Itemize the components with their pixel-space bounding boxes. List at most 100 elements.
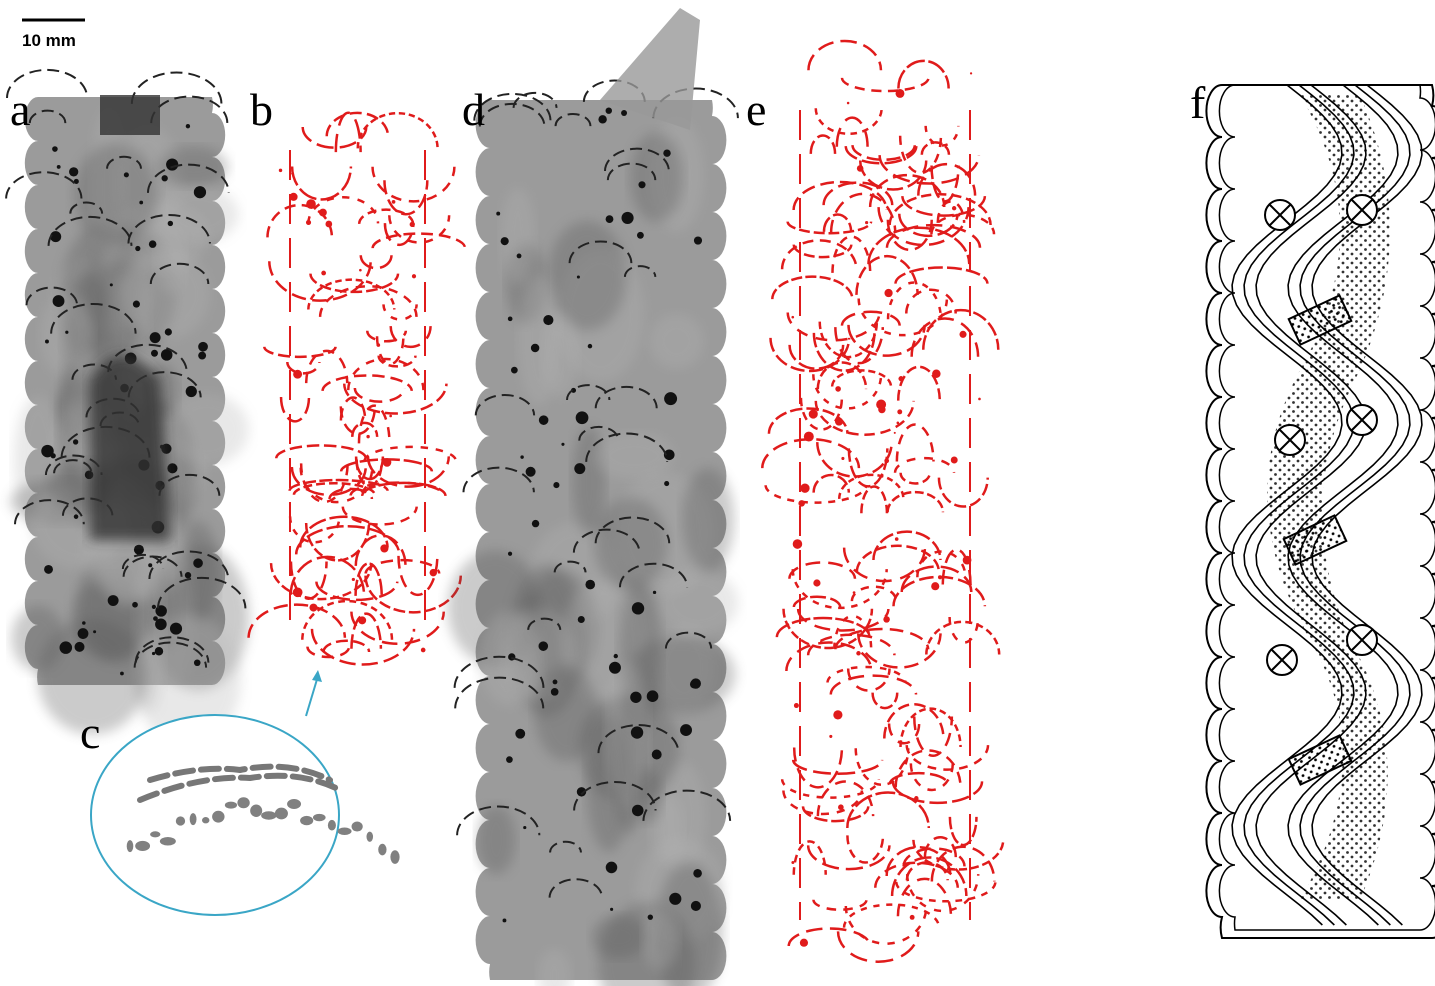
shape [511, 367, 518, 374]
shape [652, 750, 662, 760]
shape [430, 569, 437, 576]
shape [883, 616, 890, 623]
panel-label: d [462, 84, 485, 135]
shape [931, 582, 939, 590]
shape [923, 310, 998, 350]
shape [534, 665, 598, 761]
shape [808, 635, 894, 655]
shape [384, 304, 417, 319]
shape [794, 841, 826, 874]
shape [553, 679, 558, 684]
shape [912, 318, 978, 356]
shape [952, 206, 956, 210]
shape [501, 188, 535, 285]
shape [151, 350, 158, 357]
shape [766, 485, 867, 502]
shape [250, 804, 262, 817]
shape [69, 167, 78, 176]
shape [212, 811, 224, 823]
shape [176, 816, 185, 825]
shape [606, 215, 614, 223]
shape [669, 893, 681, 905]
shape [842, 78, 929, 91]
shape [477, 805, 516, 874]
shape [306, 523, 369, 560]
shape [127, 840, 134, 852]
shape [343, 507, 417, 525]
shape [970, 72, 972, 74]
shape [801, 398, 842, 430]
shape [951, 457, 958, 464]
shape [170, 623, 182, 635]
shape [100, 95, 160, 135]
shape [841, 457, 844, 460]
shape [649, 314, 703, 369]
shape [532, 520, 539, 527]
shape [306, 199, 316, 209]
shape [124, 172, 129, 177]
shape [606, 862, 618, 874]
shape [133, 301, 140, 308]
shape [847, 835, 883, 862]
shape [865, 221, 868, 224]
shape [364, 447, 456, 461]
shape [352, 822, 363, 832]
shape [632, 602, 644, 614]
shape [614, 654, 618, 658]
shape [389, 415, 392, 418]
shape [410, 222, 415, 227]
shape [190, 813, 197, 825]
shape [561, 443, 564, 446]
shape [198, 342, 208, 352]
shape [664, 392, 677, 405]
shape [383, 458, 392, 467]
shape [300, 816, 313, 825]
shape [632, 805, 644, 817]
panel-f-drawing [1206, 85, 1435, 938]
shape [74, 514, 79, 519]
shape [389, 215, 449, 242]
shape [585, 580, 595, 590]
shape [938, 575, 942, 579]
shape [155, 618, 167, 630]
shape [873, 693, 898, 709]
shape [658, 571, 738, 635]
shape [82, 621, 86, 625]
shape [638, 181, 645, 188]
shape [515, 729, 525, 739]
shape [52, 146, 58, 152]
shape [355, 388, 405, 402]
shape [551, 688, 559, 696]
shape [808, 41, 881, 70]
shape [925, 837, 956, 857]
shape [57, 165, 61, 169]
shape [237, 797, 249, 808]
shape [135, 841, 150, 851]
panel-e-image [762, 41, 1003, 962]
shape [682, 468, 734, 571]
shape [848, 669, 889, 691]
panel-label: c [80, 707, 100, 758]
shape [93, 630, 96, 633]
shape [772, 277, 852, 299]
shape [261, 811, 276, 819]
shape [539, 641, 549, 651]
shape [150, 332, 161, 343]
shape [359, 269, 362, 272]
shape [610, 908, 613, 911]
shape [832, 370, 891, 386]
shape [503, 919, 507, 923]
shape [152, 652, 155, 655]
shape [519, 274, 560, 405]
shape [897, 422, 900, 425]
shape [194, 659, 201, 666]
shape [842, 312, 900, 326]
shape [878, 406, 885, 413]
shape [523, 826, 526, 829]
shape [135, 246, 140, 251]
shape [60, 641, 73, 654]
shape [308, 280, 394, 310]
shape [813, 579, 820, 586]
shape [306, 220, 311, 225]
shape [164, 393, 248, 465]
